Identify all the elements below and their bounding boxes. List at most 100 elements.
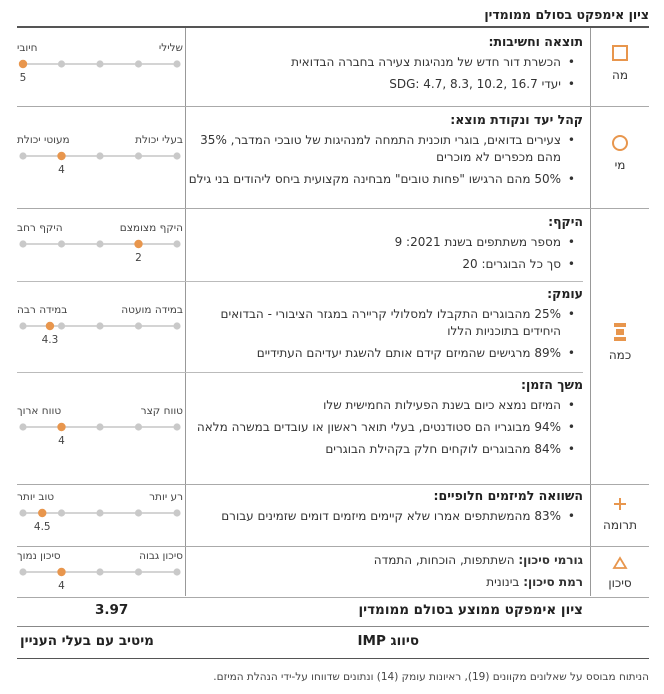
category-contribution: תרומה — [591, 496, 649, 532]
scale-point — [96, 322, 104, 330]
scale-value: 4 — [58, 580, 65, 592]
scale-value: 4.5 — [33, 521, 51, 533]
scale-label-left: מעוטי יכולת — [17, 134, 70, 146]
bullet: מספר משתתפים בשנת 2021: 9 — [188, 234, 575, 251]
impact-scale: טווח קצר טווח ארוך 4 — [15, 405, 185, 455]
section-risk: גורמי סיכון: השתתפות, הוכחות, התמדה רמת … — [188, 552, 583, 591]
category-divider — [590, 28, 591, 596]
scale-track — [19, 422, 181, 432]
scale-label-right: טווח קצר — [140, 405, 183, 417]
footnote: הניתוח מבוסס על שאלונים מקוונים (19), רא… — [213, 671, 649, 683]
scale-label-right: במידה מועטה — [121, 304, 183, 316]
risk-level-label: רמת סיכון: — [523, 575, 583, 589]
scale-value: 4.3 — [41, 334, 59, 346]
section-heading: תוצאה וחשיבות: — [488, 34, 583, 49]
scale-point — [134, 322, 143, 330]
impact-scale: סיכון גבוה סיכון נמוך 4 — [15, 550, 185, 600]
imp-value: מיטיב עם בעלי העניין — [20, 633, 154, 649]
section-scope: היקף: מספר משתתפים בשנת 2021: 9 סך כל הב… — [188, 214, 583, 278]
category-label: מי — [614, 158, 626, 172]
bullet: 83% מהמשתתפים אמרו שלא קיימים מיזמים דומ… — [188, 508, 575, 525]
impact-scale: בעלי יכולת מעוטי יכולת 4 — [15, 134, 185, 184]
scale-point — [19, 152, 27, 160]
scale-label-right: שלילי — [158, 42, 183, 54]
scale-point — [96, 568, 104, 576]
scale-marker — [18, 59, 28, 69]
scale-label-left: טווח ארוך — [17, 405, 62, 417]
row-separator — [17, 372, 583, 373]
scale-label-right: רע יותר — [149, 491, 183, 503]
scale-point — [173, 60, 181, 68]
summary-label: ציון אימפקט ממוצע בסולם ממומדין — [358, 602, 584, 618]
scale-point — [57, 60, 66, 68]
scale-point — [96, 423, 104, 431]
impact-scale: היקף מצומצם היקף רחב 2 — [15, 222, 185, 272]
row-separator — [17, 106, 649, 107]
category-risk: סיכון — [591, 556, 649, 590]
section-heading: השוואה למיזמים חלופיים: — [433, 488, 584, 503]
scale-point — [173, 568, 181, 576]
risk-factors-label: גורמי סיכון: — [518, 553, 583, 567]
section-outcome: תוצאה וחשיבות: הכשרת דור חדש של מנהיגות … — [188, 34, 583, 98]
bullet: 94% מבוגריו הם סטודנטים, בעלי תואר ראשון… — [188, 419, 575, 436]
page-title: ציון אימפקט בסולם ממומדין — [484, 7, 649, 22]
circle-icon — [612, 135, 628, 151]
scale-point — [173, 423, 181, 431]
section-depth: עומק: 25% מהבוגרים התקבלו למסלולי קריירה… — [188, 286, 584, 367]
scale-track — [19, 151, 181, 161]
scale-marker — [45, 321, 55, 331]
imp-label: סיווג IMP — [357, 633, 419, 649]
category-who: מי — [591, 134, 649, 172]
scale-point — [19, 322, 27, 330]
scale-marker — [57, 422, 66, 432]
impact-scale: שלילי חיובי 5 — [15, 42, 185, 92]
section-duration: משך הזמן: המיזם נמצא כיום בשנת הפעילות ה… — [188, 377, 583, 463]
category-how-much: כמה — [591, 322, 649, 362]
row-separator — [17, 546, 649, 547]
scale-point — [96, 60, 104, 68]
scale-point — [134, 509, 143, 517]
scale-label-left: במידה רבה — [17, 304, 68, 316]
scale-point — [96, 152, 104, 160]
scale-marker — [38, 508, 47, 518]
scale-track — [19, 508, 181, 518]
category-label: סיכון — [608, 576, 632, 590]
scale-point — [19, 509, 27, 517]
scale-label-right: סיכון גבוה — [139, 550, 183, 562]
scale-point — [57, 509, 66, 517]
scale-point — [19, 240, 27, 248]
category-what: מה — [591, 44, 649, 82]
scale-label-left: היקף רחב — [17, 222, 63, 234]
scale-point — [96, 509, 104, 517]
triangle-icon — [612, 556, 628, 569]
stack-icon — [614, 323, 626, 341]
scale-marker — [134, 239, 143, 249]
scale-point — [173, 240, 181, 248]
impact-scale: רע יותר טוב יותר 4.5 — [15, 491, 185, 541]
scale-track — [19, 321, 181, 331]
category-label: כמה — [608, 348, 632, 362]
bullet: המיזם נמצא כיום בשנת הפעילות החמישית שלו — [188, 397, 575, 414]
square-icon — [612, 45, 628, 61]
section-comparison: השוואה למיזמים חלופיים: 83% מהמשתתפים אמ… — [188, 488, 583, 530]
scale-marker — [57, 151, 66, 161]
scale-value: 4 — [58, 435, 65, 447]
row-separator — [17, 281, 583, 282]
category-label: מה — [612, 68, 628, 82]
summary-score: 3.97 — [95, 602, 129, 618]
bullet: יעדי SDG: 4.7, 8.3, 10.2, 16.7 — [188, 76, 575, 93]
bullet: סך כל הבוגרים: 20 — [188, 256, 575, 273]
scale-point — [57, 240, 66, 248]
scale-label-right: בעלי יכולת — [135, 134, 183, 146]
section-heading: קהל יעד ונקודת מוצא: — [450, 112, 583, 127]
bullet: הכשרת דור חדש של מנהיגות צעירה בחברה הבד… — [188, 54, 575, 71]
scale-point — [96, 240, 104, 248]
bullet: צעירים בדואים, בוגרי תוכנית התמחה למנהיג… — [188, 132, 575, 166]
row-separator — [17, 208, 649, 209]
plus-icon — [614, 498, 626, 510]
scale-point — [19, 568, 27, 576]
scale-point — [57, 322, 66, 330]
scale-value: 5 — [19, 72, 27, 84]
scale-point — [134, 568, 143, 576]
row-separator — [17, 597, 649, 598]
